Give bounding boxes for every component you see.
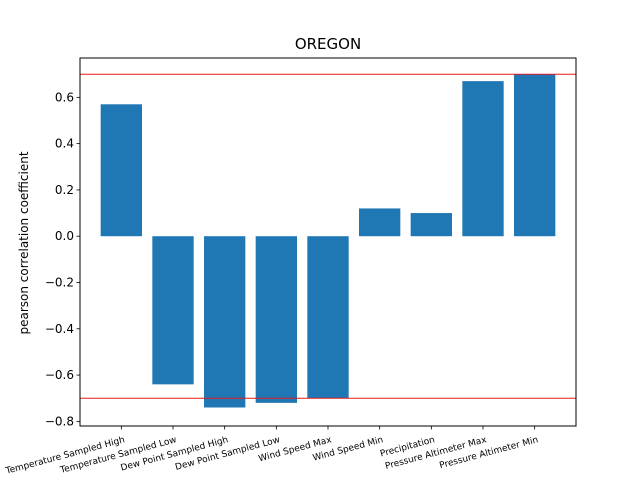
bar [307,236,349,399]
bar [255,236,297,403]
bars-group [100,74,556,408]
y-tick-label: 0.2 [55,183,74,197]
y-tick-label: 0.0 [55,229,74,243]
y-tick-label: −0.4 [45,322,74,336]
bar [152,236,194,385]
chart-title: OREGON [295,35,361,53]
bar [410,213,452,237]
y-tick-label: −0.8 [45,414,74,428]
y-tick-label: 0.6 [55,90,74,104]
y-tick-label: 0.4 [55,137,74,151]
bar [204,236,246,408]
y-axis-ticks: −0.8 −0.6 −0.4 −0.2 0.0 0.2 0.4 0.6 [45,90,80,428]
reference-lines-group [80,73,576,399]
bar [100,104,142,237]
bar [514,74,556,237]
y-tick-label: −0.2 [45,276,74,290]
bar [359,208,401,237]
y-axis-label: pearson correlation coefficient [17,151,31,334]
y-tick-label: −0.6 [45,368,74,382]
bar [462,81,504,237]
